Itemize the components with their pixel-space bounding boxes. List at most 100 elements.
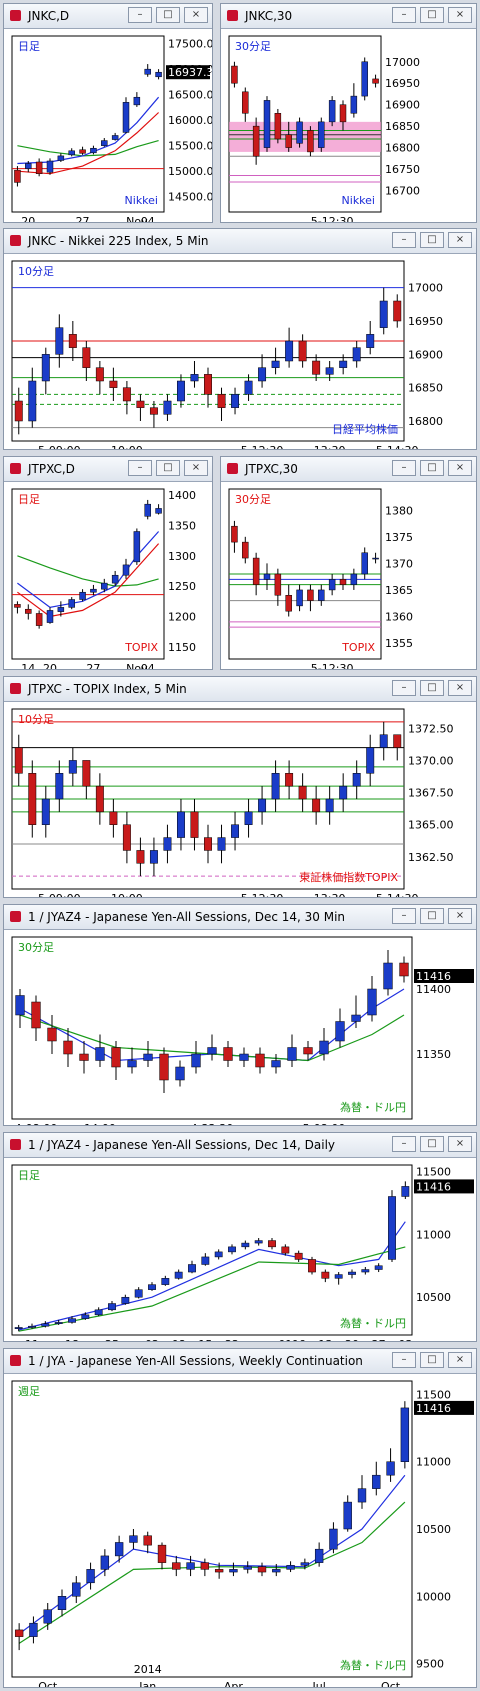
window-titlebar[interactable]: JTPXC,D – □ × (4, 457, 212, 482)
maximize-button[interactable]: □ (420, 232, 444, 248)
y-tick-label: 16950 (385, 77, 420, 90)
candlestick (303, 1041, 313, 1061)
window-titlebar[interactable]: JTPXC - TOPIX Index, 5 Min – □ × (4, 677, 476, 702)
candlestick (134, 1287, 143, 1299)
candlestick (186, 1555, 195, 1577)
maximize-button[interactable]: □ (156, 460, 180, 476)
window-title: JTPXC,30 (245, 462, 298, 476)
candlestick (274, 108, 282, 144)
x-tick-label: 06 (292, 1338, 306, 1341)
minimize-button[interactable]: – (392, 232, 416, 248)
candlestick (94, 1307, 103, 1317)
x-tick-label: 5-12:30 (241, 444, 284, 449)
candlestick (114, 1535, 124, 1563)
minimize-button[interactable]: – (392, 7, 416, 23)
candlestick (308, 1256, 316, 1275)
close-button[interactable]: × (448, 1136, 472, 1152)
candlestick (285, 584, 292, 617)
timeframe-label: 日足 (18, 40, 40, 53)
minimize-button[interactable]: – (392, 908, 416, 924)
candlestick (90, 584, 97, 596)
close-button[interactable]: × (184, 7, 208, 23)
close-button[interactable]: × (448, 908, 472, 924)
candlestick (191, 1041, 201, 1074)
maximize-button[interactable]: □ (420, 908, 444, 924)
minimize-button[interactable]: – (392, 680, 416, 696)
close-button[interactable]: × (448, 232, 472, 248)
chart-window[interactable]: JNKC - Nikkei 225 Index, 5 Min – □ × 16800 16… (3, 228, 477, 450)
minimize-button[interactable]: – (392, 1136, 416, 1152)
y-tick-label: 16000.0 (168, 114, 212, 127)
window-titlebar[interactable]: JNKC,D – □ × (4, 4, 212, 29)
chart-svg: 9500 10000 10500 11000 11500 Oct Jan Apr Jul Oct 2… (11, 1380, 474, 1687)
chart-window[interactable]: 1 / JYAZ4 - Japanese Yen-All Sessions, D… (3, 1132, 477, 1342)
candlestick (401, 1181, 410, 1199)
minimize-button[interactable]: – (392, 460, 416, 476)
window-titlebar[interactable]: JNKC - Nikkei 225 Index, 5 Min – □ × (4, 229, 476, 254)
maximize-button[interactable]: □ (420, 680, 444, 696)
candlestick (318, 117, 325, 152)
window-titlebar[interactable]: JTPXC,30 – □ × (221, 457, 476, 482)
chart-window[interactable]: JNKC,30 – □ × 16700 16750 16800 16850 16900 16950… (220, 3, 477, 223)
candlestick (111, 1041, 121, 1080)
close-button[interactable]: × (184, 460, 208, 476)
x-tick-label: 20 (43, 662, 57, 669)
y-tick-label: 15500.0 (168, 140, 212, 153)
x-year-label: 2014 (134, 1663, 162, 1676)
app-icon (10, 235, 21, 246)
candlestick (285, 760, 294, 799)
chart-window[interactable]: JTPXC,D – □ × 1150 1200 1250 1300 1350 1400 14 20 27… (3, 456, 213, 670)
candlestick (201, 1253, 210, 1266)
maximize-button[interactable]: □ (420, 7, 444, 23)
candlestick (143, 1531, 152, 1554)
close-button[interactable]: × (448, 680, 472, 696)
x-tick-label: 5-08:00 (303, 1122, 346, 1125)
moving-average-line (18, 1246, 406, 1332)
plot-area (11, 35, 165, 213)
window-titlebar[interactable]: 1 / JYA - Japanese Yen-All Sessions, Wee… (4, 1349, 476, 1374)
candlestick (108, 1301, 116, 1312)
close-button[interactable]: × (448, 1352, 472, 1368)
candlestick (329, 1522, 338, 1554)
candlestick (79, 146, 86, 155)
candlestick (68, 148, 75, 157)
candlestick (386, 1448, 395, 1482)
candlestick (257, 1562, 267, 1577)
close-button[interactable]: × (448, 7, 472, 23)
moving-average-line (17, 140, 159, 157)
chart-window[interactable]: JTPXC,30 – □ × 1355 1360 1365 1370 1375 1380 5-12:… (220, 456, 477, 670)
candlestick (176, 374, 185, 408)
y-tick-label: 1372.50 (408, 722, 454, 735)
window-titlebar[interactable]: 1 / JYAZ4 - Japanese Yen-All Sessions, D… (4, 905, 476, 930)
instrument-label: 東証株価指数TOPIX (299, 870, 398, 884)
chart-window[interactable]: JNKC,D – □ × 14500.0 15000.0 15500.0 16000.0 165… (3, 3, 213, 223)
candlestick (133, 528, 141, 565)
window-titlebar[interactable]: 1 / JYAZ4 - Japanese Yen-All Sessions, D… (4, 1133, 476, 1158)
candlestick (328, 574, 336, 596)
window-title: 1 / JYA - Japanese Yen-All Sessions, Wee… (28, 1354, 363, 1368)
maximize-button[interactable]: □ (420, 1352, 444, 1368)
chart-window[interactable]: JTPXC - TOPIX Index, 5 Min – □ × 1362.50 1365… (3, 676, 477, 898)
maximize-button[interactable]: □ (156, 7, 180, 23)
candlestick (374, 1263, 383, 1273)
minimize-button[interactable]: – (128, 7, 152, 23)
maximize-button[interactable]: □ (420, 460, 444, 476)
chart-window[interactable]: 1 / JYA - Japanese Yen-All Sessions, Wee… (3, 1348, 477, 1688)
maximize-button[interactable]: □ (420, 1136, 444, 1152)
minimize-button[interactable]: – (392, 1352, 416, 1368)
window-titlebar[interactable]: JNKC,30 – □ × (221, 4, 476, 29)
candlestick (90, 145, 97, 155)
close-button[interactable]: × (448, 460, 472, 476)
candlestick (149, 837, 158, 877)
chart-window[interactable]: 1 / JYAZ4 - Japanese Yen-All Sessions, D… (3, 904, 477, 1126)
chart-svg: 1355 1360 1365 1370 1375 1380 5-12:30 30分足 TOPIX (228, 488, 413, 669)
plot-area (11, 488, 165, 660)
candlestick (335, 1008, 345, 1048)
y-tick-label: 1370 (385, 557, 413, 570)
candlestick (101, 578, 108, 593)
candlestick (46, 158, 54, 175)
candlestick (25, 604, 32, 620)
candlestick (217, 824, 226, 864)
candlestick (133, 92, 141, 107)
minimize-button[interactable]: – (128, 460, 152, 476)
